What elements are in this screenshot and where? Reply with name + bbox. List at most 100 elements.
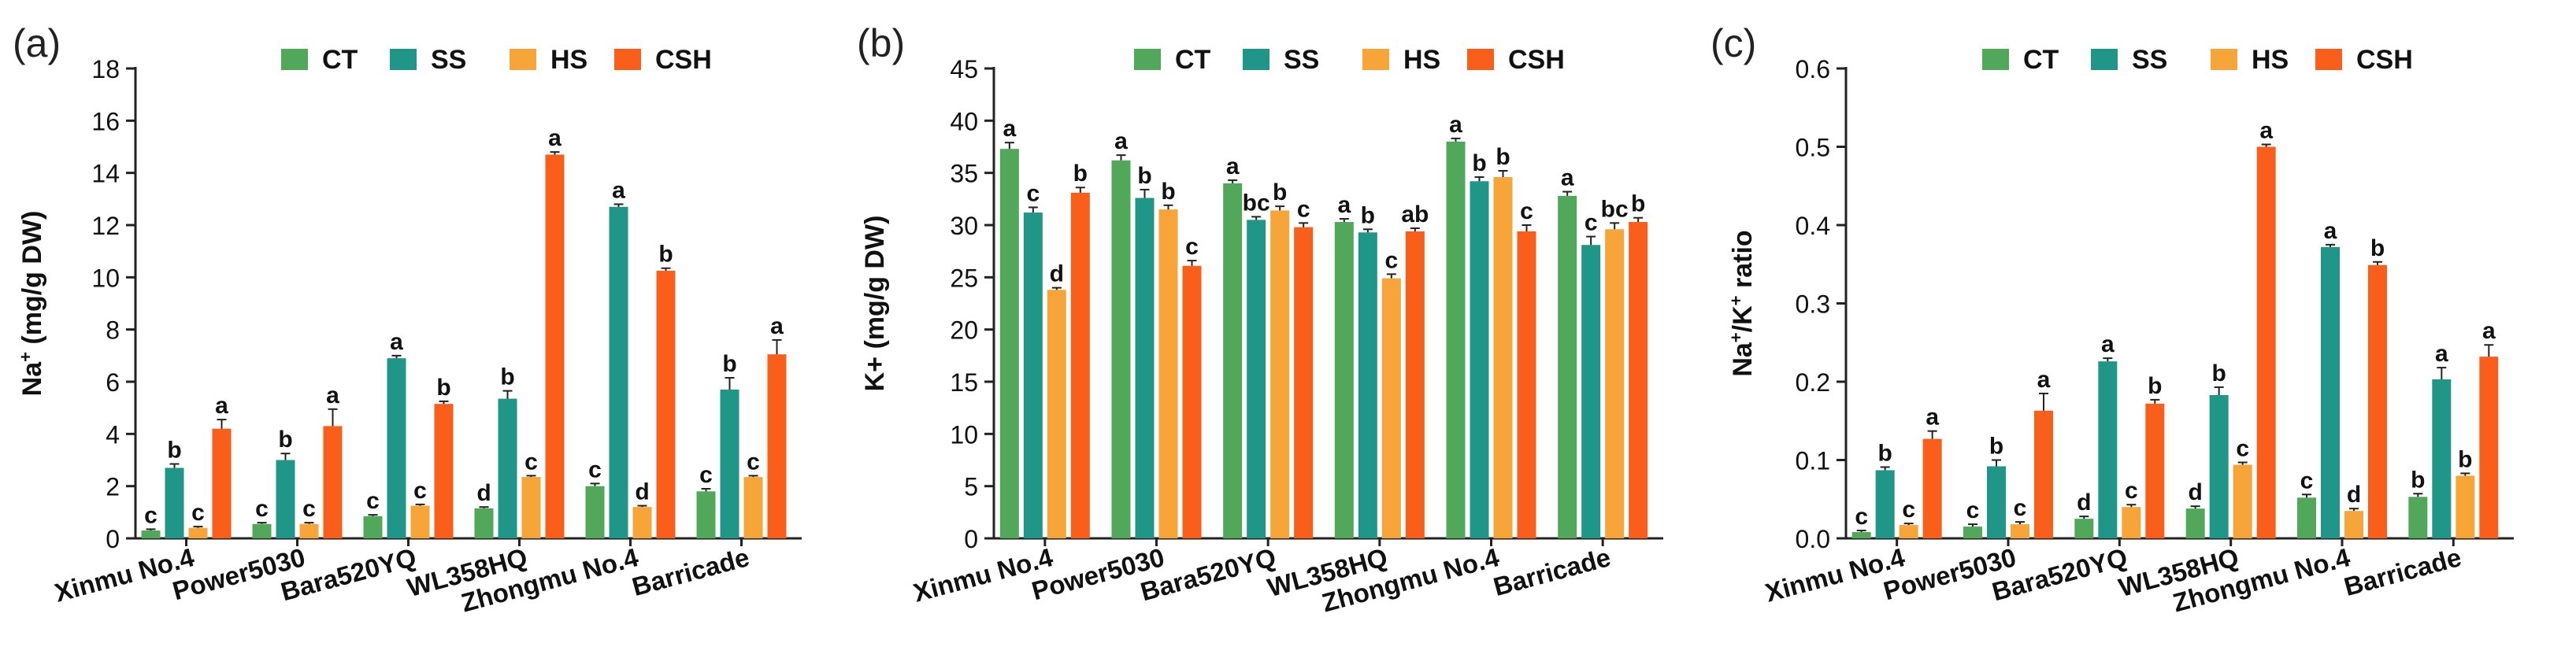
y-tick-label: 15	[950, 368, 978, 397]
significance-letter: c	[524, 449, 538, 475]
significance-letter: c	[2300, 468, 2314, 493]
significance-letter: b	[1989, 434, 2003, 460]
panel-label: (a)	[13, 21, 61, 65]
significance-letter: c	[2125, 478, 2138, 504]
significance-letter: bc	[1601, 196, 1629, 222]
significance-letter: b	[2148, 373, 2162, 399]
significance-letter: c	[1520, 198, 1533, 224]
category-group: abc bc	[1223, 153, 1314, 538]
bar-hs	[410, 505, 430, 538]
significance-letter: c	[1297, 196, 1310, 222]
significance-letter: a	[1337, 192, 1351, 218]
bar-csh	[656, 271, 676, 538]
bar-csh	[2145, 403, 2165, 538]
bar-ss	[165, 468, 184, 538]
significance-letter: d	[1050, 261, 1064, 287]
significance-letter: a	[215, 393, 228, 419]
legend-swatch-ct	[1134, 49, 1161, 70]
bar-hs	[1899, 525, 1918, 538]
bar-ss	[2098, 361, 2118, 538]
y-tick-label: 25	[950, 264, 978, 292]
significance-letter: a	[2037, 367, 2051, 393]
bar-csh	[2256, 146, 2276, 538]
bar-ss	[1023, 213, 1043, 538]
bar-hs	[521, 477, 541, 538]
legend-swatch-ct	[1982, 49, 2009, 70]
bar-ss	[2321, 246, 2340, 538]
bar-hs	[188, 527, 208, 538]
significance-letter: b	[167, 437, 181, 463]
significance-letter: c	[1902, 497, 1915, 523]
category-group: a c d b	[999, 116, 1090, 539]
bar-hs	[1381, 278, 1401, 538]
bar-ss	[2432, 379, 2452, 538]
significance-letter: bc	[1243, 190, 1270, 216]
bar-hs	[632, 507, 652, 538]
legend: CT SS HS CSH	[1982, 45, 2413, 75]
significance-letter: b	[1161, 179, 1175, 205]
bar-hs	[1158, 209, 1178, 538]
y-axis-label: Na+ (mg/g DW)	[16, 211, 48, 397]
bar-hs	[2122, 507, 2141, 538]
y-axis-label: K+ (mg/g DW)	[860, 216, 890, 392]
bar-csh	[1922, 438, 1942, 538]
significance-letter: b	[500, 364, 514, 390]
significance-letter: b	[2212, 360, 2226, 386]
significance-letter: a	[2101, 331, 2115, 357]
bar-ct	[363, 516, 383, 538]
bar-csh	[1182, 265, 1202, 538]
legend-swatch-ss	[1243, 49, 1269, 70]
legend-label-csh: CSH	[655, 45, 712, 75]
legend: CT SS HS CSH	[1134, 45, 1565, 75]
bar-csh	[2034, 410, 2053, 538]
y-tick-label: 30	[950, 212, 978, 240]
bar-hs	[743, 477, 763, 538]
y-tick-label: 45	[950, 55, 978, 83]
bar-ss	[498, 398, 517, 538]
significance-letter: a	[548, 125, 562, 151]
bar-csh	[545, 154, 565, 538]
bar-ct	[1223, 183, 1243, 538]
legend-label-ct: CT	[322, 45, 358, 75]
bar-ct	[2074, 519, 2094, 538]
legend-label-hs: HS	[550, 45, 587, 75]
category-group: c a d b	[2297, 218, 2387, 538]
significance-letter: b	[1137, 163, 1151, 189]
significance-letter: a	[2259, 118, 2273, 144]
legend-swatch-csh	[614, 49, 641, 70]
category-group: d a c b	[2074, 331, 2165, 538]
bar-hs	[2344, 511, 2363, 538]
bar-ss	[1135, 198, 1155, 539]
legend-label-ss: SS	[431, 45, 466, 75]
bar-csh	[1070, 192, 1090, 538]
bar-ct	[474, 508, 494, 538]
y-tick-label: 16	[91, 107, 120, 135]
y-tick-label: 0.4	[1796, 212, 1830, 240]
bar-hs	[2233, 464, 2252, 538]
bar-ct	[999, 149, 1019, 539]
bar-csh	[1517, 231, 1536, 538]
significance-letter: d	[2077, 490, 2091, 516]
bar-hs	[1047, 290, 1066, 538]
bar-ct	[1851, 532, 1871, 538]
legend-label-csh: CSH	[1508, 45, 1565, 75]
bar-ct	[1446, 141, 1466, 538]
significance-letter: a	[2435, 341, 2448, 367]
significance-letter: a	[1449, 112, 1462, 138]
bar-csh	[323, 426, 343, 538]
bar-hs	[1270, 210, 1290, 538]
y-tick-label: 2	[106, 473, 120, 501]
legend-label-csh: CSH	[2356, 45, 2413, 75]
y-tick-label: 8	[106, 316, 120, 345]
bar-ct	[141, 530, 161, 538]
significance-letter: a	[326, 383, 339, 408]
bar-ss	[1358, 232, 1377, 538]
legend-swatch-csh	[2315, 49, 2342, 70]
y-tick-label: 10	[91, 264, 120, 292]
significance-letter: c	[302, 496, 316, 522]
y-tick-label: 6	[106, 368, 120, 397]
significance-letter: b	[1496, 144, 1510, 170]
y-tick-label: 0.6	[1796, 55, 1830, 83]
